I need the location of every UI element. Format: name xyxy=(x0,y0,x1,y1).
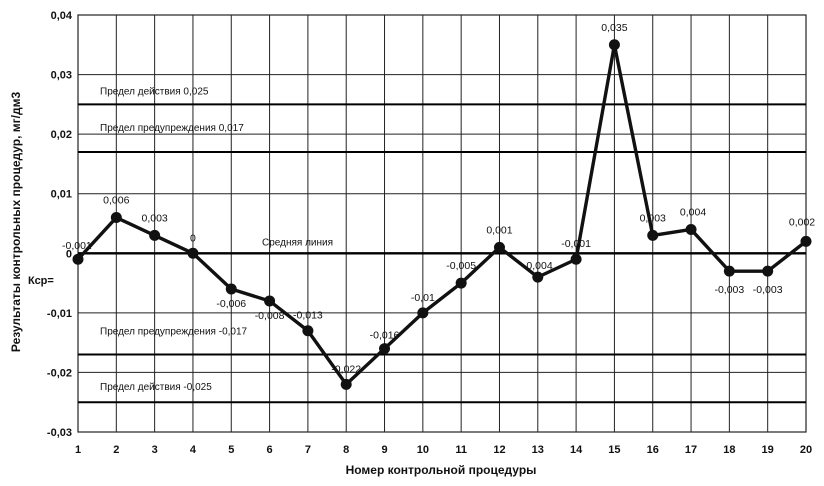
data-label: -0,016 xyxy=(370,330,400,342)
data-point xyxy=(685,223,697,235)
x-tick-label: 16 xyxy=(647,444,659,456)
ref-label-center: Средняя линия xyxy=(262,237,333,248)
data-label: -0,013 xyxy=(293,310,323,322)
x-tick-label: 10 xyxy=(417,444,429,456)
series-polyline xyxy=(76,43,808,387)
data-point xyxy=(264,295,276,307)
data-point xyxy=(302,325,314,337)
x-tick-label: 8 xyxy=(343,444,349,456)
x-tick-label: 2 xyxy=(113,444,119,456)
reference-lines: Предел действия 0,025 Предел предупрежден… xyxy=(78,86,806,404)
data-label: -0,003 xyxy=(753,284,783,296)
data-point xyxy=(762,265,774,277)
ref-label-warning-upper: Предел предупреждения 0,017 xyxy=(100,123,244,134)
y-tick-label: 0,03 xyxy=(51,70,72,82)
axis-ticks: 0,040,030,020,010-0,01-0,02-0,031 2 3 4 5 6 7 8… xyxy=(47,10,812,456)
x-tick-label: 18 xyxy=(723,444,735,456)
x-tick-label: 6 xyxy=(267,444,273,456)
data-label: -0,003 xyxy=(714,284,744,296)
x-tick-label: 4 xyxy=(190,444,197,456)
data-label: -0,022 xyxy=(331,363,361,375)
x-axis-title: Номер контрольной процедуры xyxy=(346,463,537,477)
data-point xyxy=(225,283,237,295)
x-tick-label: 1 xyxy=(75,444,81,456)
data-label: -0,005 xyxy=(446,260,476,272)
series-line xyxy=(72,39,812,390)
x-tick-label: 19 xyxy=(762,444,774,456)
y-tick-label: -0,01 xyxy=(47,308,72,320)
data-label: -0,008 xyxy=(255,310,285,322)
x-tick-label: 3 xyxy=(152,444,158,456)
ref-label-action-upper: Предел действия 0,025 xyxy=(100,86,209,97)
data-label: 0,006 xyxy=(103,195,129,207)
x-tick-label: 20 xyxy=(800,444,812,456)
data-point xyxy=(110,212,122,224)
x-tick-label: 12 xyxy=(493,444,505,456)
x-tick-label: 17 xyxy=(685,444,697,456)
data-label: -0,001 xyxy=(62,240,92,252)
data-point xyxy=(417,307,429,319)
x-tick-label: 15 xyxy=(608,444,620,456)
data-label: 0,002 xyxy=(789,216,815,228)
y-axis-title: Результаты контрольных процедур, мг/дм3 xyxy=(9,92,23,353)
y-tick-label: 0 xyxy=(66,248,72,260)
data-point xyxy=(723,265,735,277)
data-label: -0,006 xyxy=(216,298,246,310)
data-point xyxy=(340,378,352,390)
data-point xyxy=(149,229,161,241)
data-point xyxy=(532,271,544,283)
data-point xyxy=(800,235,812,247)
x-tick-label: 11 xyxy=(455,444,467,456)
y-tick-label: 0,04 xyxy=(51,10,73,22)
data-label: 0,003 xyxy=(640,212,666,224)
data-point xyxy=(187,247,199,259)
y-tick-label: 0,01 xyxy=(51,189,72,201)
plot-frame xyxy=(77,14,807,433)
y-tick-label: -0,02 xyxy=(47,367,72,379)
data-label: -0,001 xyxy=(561,238,591,250)
x-tick-label: 14 xyxy=(570,444,583,456)
data-point xyxy=(608,39,620,51)
data-point xyxy=(455,277,467,289)
data-label: 0,035 xyxy=(601,22,627,34)
data-labels: -0,001 0,006 0,003 0 -0,006 -0,008 -0,013 -0,02… xyxy=(62,22,815,376)
k-label: Кср= xyxy=(28,275,54,287)
ref-label-warning-lower: Предел предупреждения -0,017 xyxy=(100,327,248,338)
data-point xyxy=(72,253,84,265)
y-tick-label: -0,03 xyxy=(47,427,72,439)
data-point xyxy=(493,241,505,253)
x-tick-label: 13 xyxy=(532,444,544,456)
data-point xyxy=(570,253,582,265)
x-tick-label: 5 xyxy=(228,444,234,456)
ref-label-action-lower: Предел действия -0,025 xyxy=(100,382,212,393)
data-point xyxy=(647,229,659,241)
x-tick-label: 7 xyxy=(305,444,311,456)
y-tick-label: 0,02 xyxy=(51,129,72,141)
data-label: 0,001 xyxy=(486,224,512,236)
x-tick-label: 9 xyxy=(381,444,387,456)
grid xyxy=(77,14,807,433)
data-label: 0,003 xyxy=(141,212,167,224)
data-label: 0 xyxy=(190,232,196,244)
data-point xyxy=(379,343,391,355)
data-label: 0,004 xyxy=(680,206,706,218)
data-label: -0,004 xyxy=(523,260,553,272)
data-label: -0,01 xyxy=(411,292,435,304)
